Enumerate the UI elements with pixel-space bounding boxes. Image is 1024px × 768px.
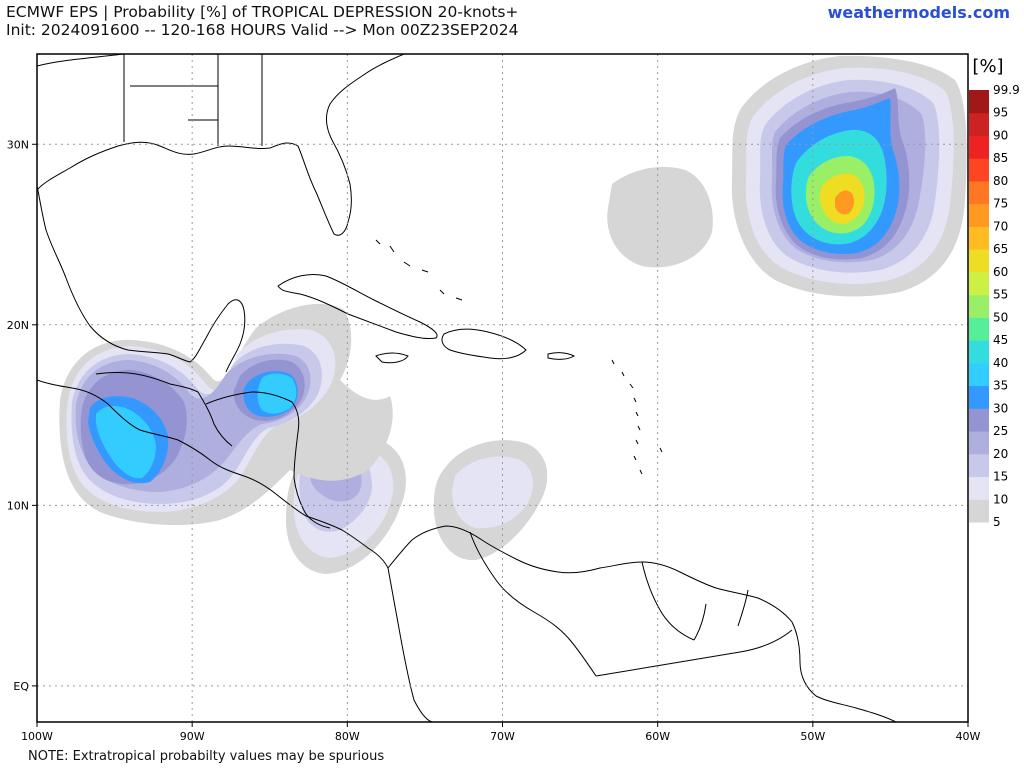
colorbar-swatch	[969, 90, 989, 114]
colorbar-swatch	[969, 249, 989, 273]
colorbar-label: 35	[993, 379, 1008, 393]
probability-shading	[59, 55, 967, 574]
colorbar-swatch	[969, 431, 989, 455]
border-colombia-ecuador-peru	[387, 567, 433, 722]
colorbar-swatch	[969, 135, 989, 159]
chart-subtitle: Init: 2024091600 -- 120-168 HOURS Valid …	[6, 21, 519, 39]
coastline-central-america-pacific	[37, 379, 389, 569]
prob-region-subtropical-atlantic	[607, 166, 713, 268]
colorbar-label: 60	[993, 265, 1008, 279]
x-tick-label: 90W	[180, 730, 205, 743]
colorbar-swatch	[969, 226, 989, 250]
colorbar-swatch	[969, 112, 989, 136]
colorbar-swatch	[969, 385, 989, 409]
prob-region-atlantic-70	[835, 190, 855, 215]
colorbar-label: 65	[993, 242, 1008, 256]
colorbar-label: 90	[993, 128, 1008, 142]
colorbar-label: 99.9	[993, 83, 1020, 97]
coastline-us	[37, 54, 405, 236]
footer-note: NOTE: Extratropical probabilty values ma…	[28, 749, 385, 764]
border-guatemala-honduras	[197, 391, 233, 447]
y-tick-label: 10N	[7, 499, 29, 512]
prob-region-honduras-35	[257, 373, 297, 414]
colorbar-swatch	[969, 408, 989, 432]
border-colombia-venezuela	[469, 531, 597, 677]
border-us-states	[123, 54, 263, 146]
colorbar-swatch	[969, 476, 989, 500]
colorbar-label: 75	[993, 197, 1008, 211]
border-brazil	[595, 629, 793, 677]
colorbar-label: 70	[993, 219, 1008, 233]
island-cuba	[277, 273, 438, 339]
border-mexico-guatemala	[95, 372, 199, 393]
colorbar-label: 20	[993, 447, 1008, 461]
colorbar-label: 95	[993, 106, 1008, 120]
island-lesser-antilles	[611, 359, 663, 475]
island-hispaniola	[441, 328, 527, 360]
x-tick-label: 70W	[490, 730, 515, 743]
longitude-tick-labels: 100W 90W 80W 70W 60W 50W 40W	[21, 722, 981, 743]
x-tick-label: 40W	[956, 730, 981, 743]
island-puerto-rico	[547, 352, 575, 360]
colorbar-swatch	[969, 294, 989, 318]
colorbar-swatch	[969, 203, 989, 227]
colorbar-units-label: [%]	[972, 56, 1003, 77]
prob-region-southern-caribbean-10	[452, 456, 533, 529]
x-tick-label: 80W	[335, 730, 360, 743]
colorbar-label: 80	[993, 174, 1008, 188]
colorbar-label: 25	[993, 424, 1008, 438]
island-bahamas	[375, 239, 463, 301]
coastline-honduras	[205, 391, 331, 529]
colorbar-label: 10	[993, 492, 1008, 506]
colorbar-label: 85	[993, 151, 1008, 165]
border-us-mexico	[37, 54, 125, 67]
colorbar-swatch	[969, 362, 989, 387]
latitude-tick-labels: 30N 20N 10N EQ	[7, 138, 37, 693]
colorbar-swatch	[969, 499, 989, 523]
coastline-mexico	[37, 185, 246, 373]
island-jamaica	[375, 352, 409, 364]
colorbar-label: 30	[993, 401, 1008, 415]
border-guyana-suriname	[693, 603, 707, 641]
colorbar-swatch	[969, 158, 989, 182]
colorbar	[969, 90, 989, 523]
colorbar-label: 55	[993, 288, 1008, 302]
colorbar-swatch	[969, 271, 989, 296]
x-tick-label: 60W	[645, 730, 670, 743]
coastline-south-america	[387, 525, 897, 722]
colorbar-swatch	[969, 317, 989, 341]
colorbar-swatch	[969, 453, 989, 478]
y-tick-label: 20N	[7, 319, 29, 332]
colorbar-labels: 5 10 15 20 25 30 35 40 45 50 55 60 65 70 75 80 85 90 95 99.…	[993, 83, 1020, 529]
brand-link[interactable]: weathermodels.com	[827, 3, 1010, 22]
lat-lon-grid	[37, 54, 968, 722]
y-tick-label: EQ	[13, 680, 29, 693]
colorbar-swatch	[969, 340, 989, 364]
x-tick-label: 100W	[21, 730, 53, 743]
border-suriname-fguiana	[737, 589, 749, 627]
y-tick-label: 30N	[7, 138, 29, 151]
colorbar-label: 40	[993, 356, 1008, 370]
prob-region-tehuantepec-35	[96, 405, 156, 479]
colorbar-label: 50	[993, 310, 1008, 324]
colorbar-swatch	[969, 180, 989, 205]
colorbar-label: 15	[993, 470, 1008, 484]
coastlines	[37, 54, 897, 722]
x-tick-label: 50W	[800, 730, 825, 743]
chart-title: ECMWF EPS | Probability [%] of TROPICAL …	[6, 3, 519, 21]
border-venezuela-guyana	[641, 561, 695, 641]
colorbar-label: 45	[993, 333, 1008, 347]
colorbar-label: 5	[993, 515, 1001, 529]
